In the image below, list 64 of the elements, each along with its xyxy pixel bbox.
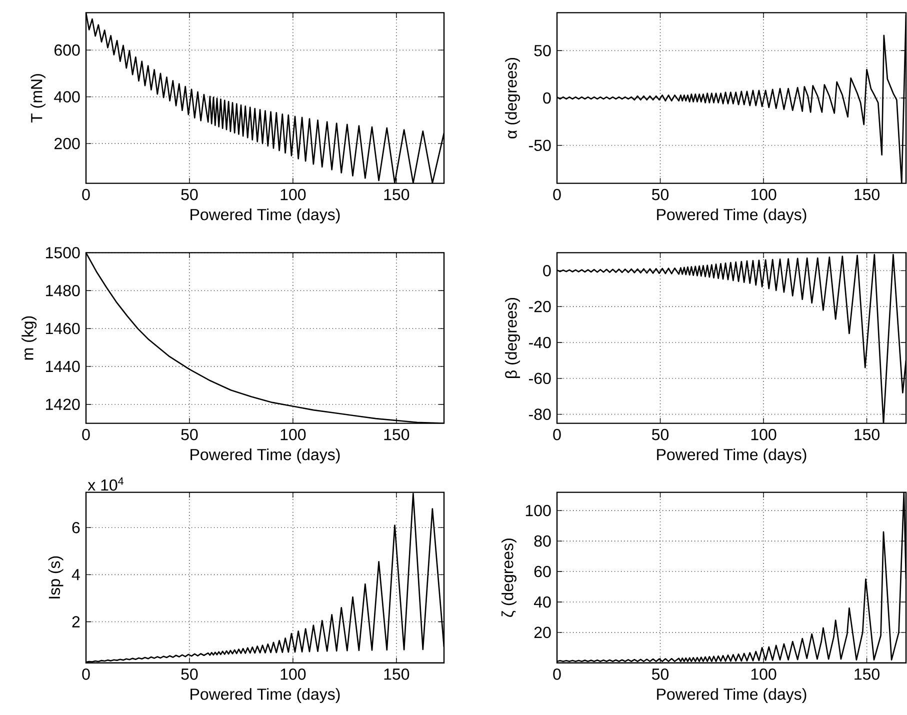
line-series: [557, 14, 906, 184]
line-series: [86, 12, 444, 184]
y-tick-label: 1480: [46, 284, 80, 296]
x-tick-label: 0: [553, 428, 561, 440]
x-tick-label: 100: [751, 188, 776, 200]
x-axis-title: Powered Time (days): [657, 208, 806, 224]
x-tick-label: 0: [553, 188, 561, 200]
text: x 10$^{4}$: [88, 477, 124, 491]
y-tick-label: 400: [54, 91, 80, 102]
y-tick-label: 40: [534, 596, 551, 608]
y-tick-label: 200: [54, 138, 80, 150]
x-axis-title: Powered Time (days): [190, 448, 340, 464]
line-series: [557, 254, 906, 424]
x-tick-label: 150: [854, 668, 880, 680]
y-tick-label: 80: [534, 535, 551, 547]
x-axis-title: Powered Time (days): [190, 688, 340, 704]
x-tick-label: 50: [652, 668, 669, 680]
y-tick-label: 600: [54, 44, 80, 56]
y-tick-label: 50: [534, 44, 551, 56]
x-tick-label: 150: [854, 428, 880, 440]
y-tick-label: 2: [72, 616, 80, 628]
x-tick-label: 50: [652, 188, 669, 200]
y-tick-label: -50: [528, 140, 551, 152]
y-axis-title: T (mN): [30, 74, 46, 123]
x-tick-label: 100: [751, 428, 776, 440]
y-tick-label: 1420: [46, 398, 80, 410]
y-tick-label: 0: [543, 265, 551, 276]
y-tick-label: 1440: [46, 360, 80, 372]
x-axis-title: Powered Time (days): [190, 208, 340, 224]
x-tick-label: 150: [384, 188, 410, 200]
x-tick-label: 0: [553, 668, 561, 680]
y-tick-label: 100: [526, 504, 551, 516]
y-tick-label: 20: [534, 626, 551, 638]
y-tick-label: 60: [534, 566, 551, 578]
y-tick-label: 4: [72, 569, 80, 580]
y-tick-label: 1500: [46, 247, 80, 258]
y-axis-title: α (degrees): [505, 58, 520, 138]
y-tick-label: -60: [528, 372, 551, 384]
x-tick-label: 0: [82, 428, 90, 440]
x-tick-label: 50: [181, 428, 198, 440]
y-tick-label: -80: [528, 408, 551, 420]
y-tick-label: -20: [528, 300, 551, 312]
x-tick-label: 50: [652, 428, 669, 440]
x-axis-title: Powered Time (days): [657, 448, 806, 464]
y-tick-label: 1460: [46, 322, 80, 334]
x-tick-label: 0: [82, 668, 90, 680]
y-tick-label: 6: [72, 522, 80, 534]
y-axis-title: ζ (degrees): [502, 538, 516, 617]
x-tick-label: 150: [384, 428, 410, 440]
y-axis-title: Isp (s): [48, 556, 64, 598]
x-tick-label: 150: [384, 668, 410, 680]
x-tick-label: 100: [280, 668, 306, 680]
x-tick-label: 50: [181, 668, 198, 680]
x-tick-label: 100: [280, 188, 306, 200]
x-tick-label: 100: [751, 668, 776, 680]
x-tick-label: 150: [854, 188, 880, 200]
y-tick-label: 0: [543, 92, 551, 104]
x-tick-label: 100: [280, 428, 306, 440]
y-axis-title: β (degrees): [505, 298, 520, 378]
x-axis-title: Powered Time (days): [657, 688, 806, 704]
y-axis-title: m (kg): [22, 316, 37, 360]
x-tick-label: 50: [181, 188, 198, 200]
y-tick-label: -40: [528, 336, 551, 348]
x-tick-label: 0: [82, 188, 90, 200]
